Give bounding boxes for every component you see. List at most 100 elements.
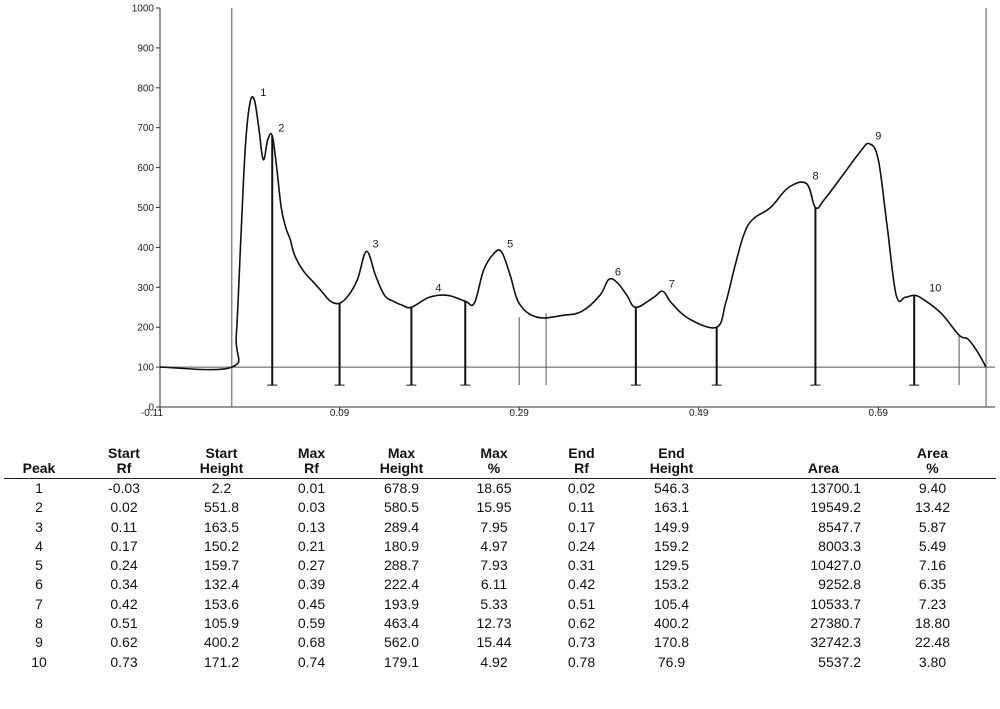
- table-cell: 0.51: [110, 615, 138, 632]
- table-body: 1 -0.03 2.2 0.01 678.9 18.65 0.02 546.3 13700.1 9…: [4, 479, 996, 672]
- column-header-line2: %: [487, 460, 501, 476]
- peak-labels: 1 2 3 4 5 6 7 8 9 10: [260, 87, 941, 295]
- table-cell: 400.2: [653, 615, 690, 632]
- table-cell: 27380.7: [810, 615, 861, 632]
- table-cell: 22.48: [914, 634, 951, 651]
- table-cell: 159.2: [653, 537, 690, 554]
- table-cell: 0.02: [110, 499, 138, 516]
- peak-drop-lines: [267, 135, 960, 386]
- table-cell: 9.40: [918, 480, 947, 496]
- table-cell: 171.2: [203, 653, 240, 670]
- column-header-line2: Rf: [304, 460, 319, 476]
- table-cell: 5.87: [918, 518, 947, 535]
- table-cell: 0.42: [110, 595, 138, 612]
- y-axis-ticks: 0 100 200 300 400 500 600 700 800 900 1000: [132, 4, 160, 414]
- table-cell: 678.9: [383, 480, 420, 496]
- table-cell: 15.44: [476, 634, 512, 651]
- table-cell: 6.11: [480, 576, 508, 593]
- column-header: Peak: [4, 446, 74, 479]
- table-cell: 12.73: [476, 615, 512, 632]
- column-header: Max Rf: [269, 446, 354, 479]
- table-cell: 0.11: [110, 518, 138, 535]
- table-cell: 7.23: [918, 595, 947, 612]
- column-header-line2: %: [926, 460, 939, 476]
- table-cell: 546.3: [653, 480, 690, 496]
- table-cell: 0.62: [567, 615, 596, 632]
- table-cell: 180.9: [383, 537, 420, 554]
- table-cell: 0.45: [297, 595, 326, 612]
- table-cell: 8003.3: [818, 537, 861, 554]
- table-cell: 288.7: [383, 557, 420, 574]
- table-cell: 0.59: [297, 615, 326, 632]
- table-cell: 0.31: [567, 557, 596, 574]
- table-cell: 551.8: [203, 499, 240, 516]
- peak-table: Peak Start Rf Start Height Max Rf Max Height Max%…: [4, 446, 996, 672]
- table-cell: 0.62: [110, 634, 138, 651]
- table-cell: 0.17: [567, 518, 596, 535]
- y-tick-label: 1000: [132, 4, 155, 15]
- column-header-line1: Start: [205, 445, 238, 461]
- table-cell: 10: [31, 653, 47, 670]
- peak-label: 10: [929, 282, 941, 294]
- table-cell: 159.7: [203, 557, 240, 574]
- x-tick-label: 0.49: [689, 408, 709, 419]
- peak-label: 3: [373, 238, 379, 250]
- table-cell: 7.93: [480, 557, 508, 574]
- peak-label: 1: [260, 87, 266, 99]
- table-cell: 2: [35, 499, 43, 516]
- chart-axes: [159, 8, 995, 408]
- table-cell: 0.24: [110, 557, 138, 574]
- table-cell: 9252.8: [818, 576, 861, 593]
- densitometry-chart: 0 100 200 300 400 500 600 700 800 900 1000 -0.11 0.…: [132, 4, 995, 419]
- x-tick-label: 0.09: [330, 408, 350, 419]
- table-cell: 8: [35, 615, 43, 632]
- table-cell: 0.73: [110, 653, 138, 670]
- peak-label: 5: [507, 238, 513, 250]
- table-cell: 8547.7: [818, 518, 861, 535]
- table-cell: 5.49: [918, 537, 947, 554]
- table-cell: 76.9: [657, 653, 686, 670]
- x-tick-label: 0.69: [869, 408, 889, 419]
- y-tick-label: 200: [137, 323, 154, 334]
- column-header: End Height: [624, 446, 719, 479]
- column-header: Max%: [449, 446, 539, 479]
- table-cell: 0.11: [568, 499, 595, 516]
- table-cell: 0.34: [110, 576, 138, 593]
- column-header-line1: [6, 446, 72, 461]
- table-row: 5 0.24 159.7 0.27 288.7 7.93 0.31 129.5 10427.0 7…: [4, 556, 996, 575]
- column-header: Area%: [869, 446, 996, 479]
- column-header-line1: Max: [480, 445, 508, 461]
- table-cell: 150.2: [203, 537, 240, 554]
- table-row: 1 -0.03 2.2 0.01 678.9 18.65 0.02 546.3 13700.1 9…: [4, 479, 996, 499]
- peak-label: 9: [875, 131, 881, 143]
- column-header-line2: Height: [199, 460, 244, 476]
- table-cell: 10533.7: [810, 595, 861, 612]
- table-cell: 0.73: [567, 634, 596, 651]
- table-cell: 105.9: [203, 615, 240, 632]
- column-header-line2: Height: [649, 460, 694, 476]
- x-axis-ticks: -0.11 0.09 0.29 0.49 0.69: [141, 407, 888, 419]
- table-row: 8 0.51 105.9 0.59 463.4 12.73 0.62 400.2 27380.7…: [4, 614, 996, 633]
- table-cell: 149.9: [653, 518, 690, 535]
- table-cell: 179.1: [383, 653, 420, 670]
- table-row: 10 0.73 171.2 0.74 179.1 4.92 0.78 76.9 5537.2 3.…: [4, 653, 996, 672]
- column-header-line2: Peak: [22, 460, 56, 476]
- table-cell: 153.2: [653, 576, 690, 593]
- column-header-line1: Max: [297, 445, 326, 461]
- table-cell: 0.78: [567, 653, 596, 670]
- table-row: 4 0.17 150.2 0.21 180.9 4.97 0.24 159.2 8003.3 5.…: [4, 537, 996, 556]
- table-row: 6 0.34 132.4 0.39 222.4 6.11 0.42 153.2 9252.8 6.…: [4, 575, 996, 594]
- table-cell: 2.2: [211, 480, 232, 496]
- table-cell: 3.80: [918, 653, 947, 670]
- peak-label: 7: [669, 278, 675, 290]
- column-header-line2: Rf: [574, 460, 589, 476]
- table-cell: 129.5: [653, 557, 690, 574]
- table-cell: 105.4: [653, 595, 690, 612]
- table-cell: 13700.1: [810, 480, 861, 496]
- x-tick-label: 0.29: [509, 408, 529, 419]
- column-header-line2: Rf: [116, 460, 132, 476]
- table-cell: 4.92: [480, 653, 508, 670]
- series-line: [159, 96, 987, 371]
- y-tick-label: 0: [148, 403, 154, 414]
- table-cell: 13.42: [914, 499, 951, 516]
